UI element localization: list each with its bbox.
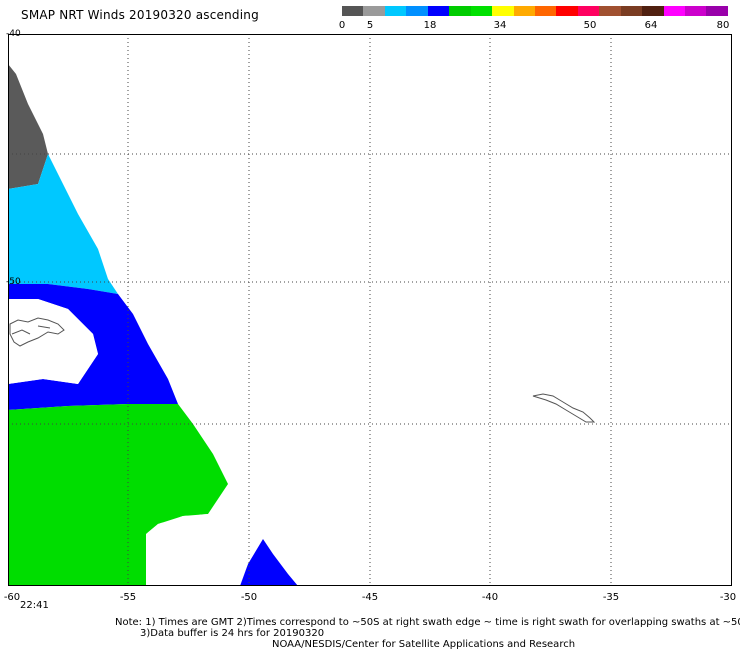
colorbar-tick-0: 0: [338, 20, 346, 31]
colorbar-segment: [663, 6, 685, 16]
grid: [8, 34, 732, 586]
colorbar-tick-5: 5: [366, 20, 374, 31]
wind-speed-colorbar: [342, 6, 728, 16]
colorbar-segment: [427, 6, 450, 16]
colorbar-segment: [513, 6, 535, 16]
y-tick-label-middle: -50: [6, 277, 21, 287]
colorbar-tick-80: 80: [716, 20, 730, 31]
falkland-islands-coastline: [9, 317, 65, 347]
swath-time-label: 22:41: [20, 600, 49, 611]
note-line-3: NOAA/NESDIS/Center for Satellite Applica…: [272, 639, 576, 650]
colorbar-segment: [470, 6, 493, 16]
colorbar-segment: [534, 6, 557, 16]
colorbar-tick-labels: 0 5 18 34 50 64 80: [0, 20, 740, 34]
colorbar-segment: [342, 6, 364, 16]
x-tick-label-55: -55: [119, 592, 137, 603]
colorbar-segment: [492, 6, 514, 16]
no-data-gap: [146, 514, 248, 586]
x-tick-label-50: -50: [240, 592, 258, 603]
colorbar-tick-64: 64: [644, 20, 658, 31]
colorbar-segment: [599, 6, 621, 16]
colorbar-tick-34: 34: [493, 20, 507, 31]
note-line-2: 3)Data buffer is 24 hrs for 20190320: [140, 628, 325, 639]
colorbar-segment: [620, 6, 643, 16]
note-line-1: Note: 1) Times are GMT 2)Times correspon…: [115, 617, 740, 628]
colorbar-segment: [363, 6, 385, 16]
calm-wind-region: [8, 64, 48, 189]
colorbar-segment: [556, 6, 578, 16]
south-georgia-coastline: [532, 393, 596, 423]
light-wind-region: [8, 154, 118, 294]
map-frame: [8, 34, 732, 586]
colorbar-segment: [706, 6, 728, 16]
x-tick-label-45: -45: [361, 592, 379, 603]
wind-map: [8, 34, 732, 586]
moderate-wind-region-south: [238, 539, 298, 586]
no-data-hole: [8, 299, 98, 384]
colorbar-tick-18: 18: [423, 20, 437, 31]
colorbar-segment: [685, 6, 707, 16]
colorbar-segment: [406, 6, 428, 16]
colorbar-segment: [384, 6, 407, 16]
colorbar-segment: [577, 6, 600, 16]
y-tick-label-top: -40: [6, 29, 21, 39]
x-tick-label-40: -40: [481, 592, 499, 603]
colorbar-segment: [642, 6, 664, 16]
x-tick-label-35: -35: [602, 592, 620, 603]
x-tick-label-30: -30: [719, 592, 737, 603]
colorbar-segment: [449, 6, 471, 16]
moderate-wind-region: [8, 284, 178, 410]
x-tick-label-60: -60: [3, 592, 21, 603]
colorbar-tick-50: 50: [583, 20, 597, 31]
map-title: SMAP NRT Winds 20190320 ascending: [21, 8, 259, 22]
